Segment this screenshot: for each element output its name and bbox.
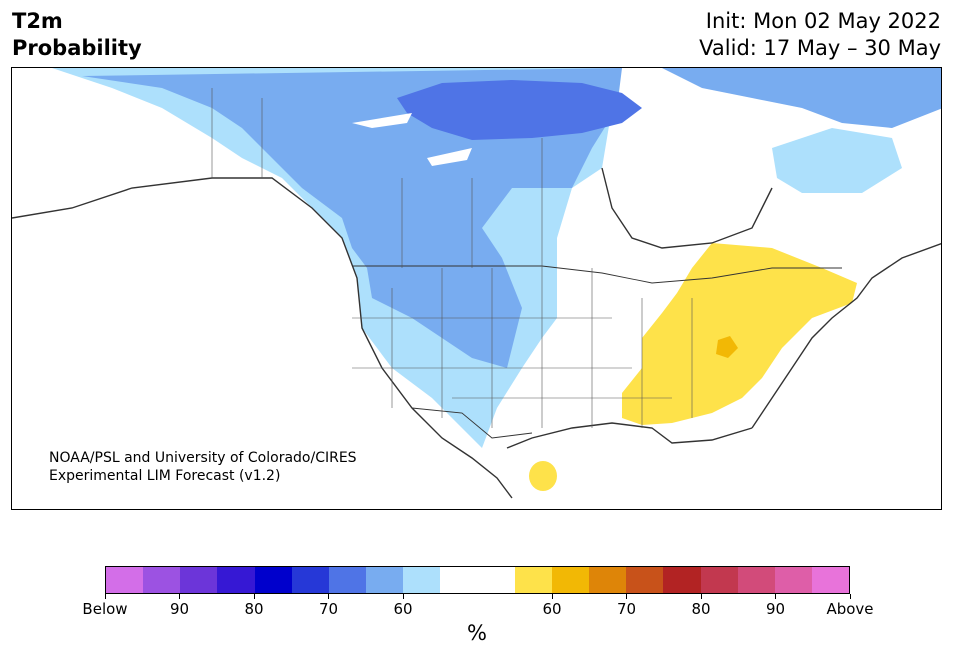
colorbar-segment — [217, 567, 255, 593]
colorbar-segment — [626, 567, 664, 593]
colorbar-tick-label: Above — [826, 600, 874, 618]
pacific-coastline — [12, 177, 513, 499]
hudson-bay-coastline — [601, 167, 773, 249]
map-title: T2m Probability — [12, 8, 142, 62]
colorbar-tick — [700, 594, 702, 599]
colorbar-tick-label: 60 — [542, 600, 562, 618]
above-normal-strong-patch — [716, 336, 738, 358]
colorbar-tick — [551, 594, 553, 599]
colorbar-segment — [700, 567, 738, 593]
colorbar-segment — [663, 567, 701, 593]
colorbar-unit: % — [467, 621, 487, 645]
colorbar-tick — [626, 594, 627, 599]
colorbar-segment — [366, 567, 404, 593]
valid-date: Valid: 17 May – 30 May — [699, 36, 941, 60]
colorbar-segment — [180, 567, 218, 593]
forecast-dates: Init: Mon 02 May 2022 Valid: 17 May – 30… — [699, 8, 941, 62]
colorbar-segment — [551, 567, 590, 593]
gulf-coastline — [506, 422, 753, 449]
colorbar-tick — [104, 594, 106, 599]
colorbar-segment — [589, 567, 627, 593]
colorbar-tick — [328, 594, 329, 599]
colorbar-tick-label: 70 — [318, 600, 339, 618]
colorbar-tick — [253, 594, 255, 599]
colorbar-tick — [775, 594, 776, 599]
below-normal-dark-region — [397, 80, 642, 140]
colorbar-segment — [106, 567, 144, 593]
colorbar-tick — [179, 594, 180, 599]
colorbar — [105, 566, 850, 594]
above-normal-region — [622, 243, 857, 425]
atlantic-coastline — [751, 242, 941, 429]
colorbar-segment — [514, 567, 552, 593]
state-province-borders — [211, 88, 693, 428]
colorbar-tick-label: 60 — [393, 600, 413, 618]
colorbar-segment — [291, 567, 329, 593]
title-line-1: T2m — [12, 9, 63, 33]
colorbar-segment — [811, 567, 850, 593]
map-canvas — [12, 68, 941, 509]
title-line-2: Probability — [12, 36, 142, 60]
colorbar-segment — [143, 567, 181, 593]
colorbar-segment — [774, 567, 812, 593]
colorbar-segment — [328, 567, 367, 593]
colorbar-tick-label: 70 — [616, 600, 637, 618]
colorbar-tick-label: 90 — [765, 600, 786, 618]
credit-line-1: NOAA/PSL and University of Colorado/CIRE… — [49, 450, 357, 466]
credit-text: NOAA/PSL and University of Colorado/CIRE… — [49, 449, 357, 485]
colorbar-segment — [477, 567, 515, 593]
above-normal-mexico-patch — [529, 461, 557, 491]
colorbar-tick-label: 80 — [244, 600, 264, 618]
colorbar-segment — [737, 567, 775, 593]
colorbar-tick-label: 90 — [169, 600, 190, 618]
great-bear-lake — [352, 113, 412, 128]
credit-line-2: Experimental LIM Forecast (v1.2) — [49, 468, 281, 484]
us-mexico-border — [411, 407, 533, 439]
colorbar-segment — [440, 567, 478, 593]
colorbar-tick-label: 80 — [691, 600, 711, 618]
colorbar-segment — [403, 567, 441, 593]
below-normal-medium-region — [82, 68, 622, 368]
below-normal-northeast-region — [662, 68, 941, 128]
colorbar-tick — [402, 594, 404, 599]
great-slave-lake — [427, 148, 472, 166]
init-date: Init: Mon 02 May 2022 — [705, 9, 941, 33]
below-normal-labrador-region — [772, 128, 902, 193]
colorbar-tick-label: Below — [82, 600, 128, 618]
colorbar-tick — [849, 594, 851, 599]
probability-map — [11, 67, 942, 510]
colorbar-segment — [254, 567, 292, 593]
